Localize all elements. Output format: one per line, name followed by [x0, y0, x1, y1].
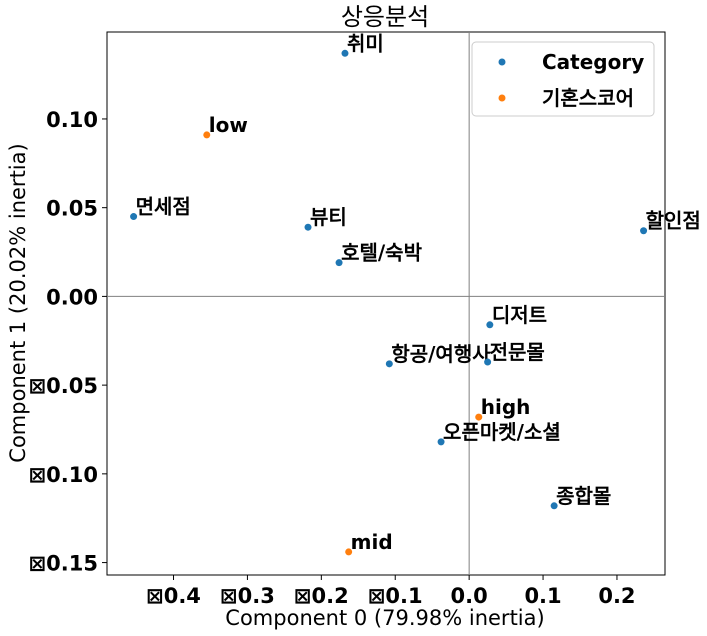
point-label: low — [209, 113, 248, 137]
point-label: 전문몰 — [490, 340, 545, 364]
y-tick-label: ⊠0.10 — [29, 463, 98, 487]
data-point — [385, 360, 393, 368]
legend-marker — [498, 58, 506, 66]
data-point — [475, 413, 483, 421]
x-tick-label: ⊠0.2 — [294, 584, 349, 608]
point-label: 디저트 — [492, 303, 547, 327]
point-label: 호텔/숙박 — [341, 241, 423, 265]
x-tick-label: ⊠0.3 — [220, 584, 275, 608]
data-point — [437, 438, 445, 446]
data-point — [345, 548, 353, 556]
x-tick-label: ⊠0.1 — [368, 584, 423, 608]
y-tick-label: ⊠0.05 — [29, 374, 98, 398]
point-label: 취미 — [347, 31, 384, 55]
data-point — [304, 223, 312, 231]
plot-area — [106, 31, 666, 576]
point-label: 종합몰 — [556, 484, 611, 508]
legend-box — [471, 41, 655, 117]
y-tick-label: ⊠0.15 — [29, 552, 98, 576]
x-tick-label: 0.1 — [524, 584, 561, 608]
point-label: 면세점 — [136, 195, 191, 219]
y-axis-ticks: 0.10 0.05 0.00 ⊠0.05 ⊠0.10 ⊠0.15 — [29, 108, 107, 576]
data-point — [203, 131, 211, 139]
point-label: high — [481, 395, 531, 419]
y-tick-label: 0.05 — [46, 197, 98, 221]
data-point — [486, 321, 494, 329]
x-axis-ticks: ⊠0.4 ⊠0.3 ⊠0.2 ⊠0.1 0.0 0.1 0.2 — [146, 575, 636, 608]
reference-lines — [107, 32, 665, 575]
point-label: mid — [351, 530, 393, 554]
y-tick-label: 0.00 — [46, 285, 98, 309]
x-tick-label: 0.2 — [598, 584, 635, 608]
y-axis-label: Component 1 (20.02% inertia) — [6, 143, 30, 462]
legend-marker — [498, 94, 506, 102]
legend-entry: 기혼스코어 — [542, 86, 634, 110]
point-label: 오픈마켓/소셜 — [443, 420, 561, 444]
data-point — [640, 227, 648, 235]
chart-title: 상응분석 — [341, 3, 429, 31]
point-label: 항공/여행사 — [391, 342, 491, 366]
data-point — [550, 502, 558, 510]
data-point — [130, 213, 138, 221]
point-label: 할인점 — [646, 209, 701, 233]
point-label: 뷰티 — [310, 205, 347, 229]
plot-frame — [106, 31, 666, 576]
x-tick-label: ⊠0.4 — [146, 584, 201, 608]
x-tick-label: 0.0 — [451, 584, 488, 608]
legend-entry: Category — [542, 50, 644, 74]
x-axis-label: Component 0 (79.98% inertia) — [225, 606, 544, 630]
y-tick-label: 0.10 — [46, 108, 98, 132]
legend: Category 기혼스코어 — [471, 41, 655, 117]
data-point — [484, 358, 492, 366]
data-point — [335, 259, 343, 267]
data-point — [341, 49, 349, 57]
